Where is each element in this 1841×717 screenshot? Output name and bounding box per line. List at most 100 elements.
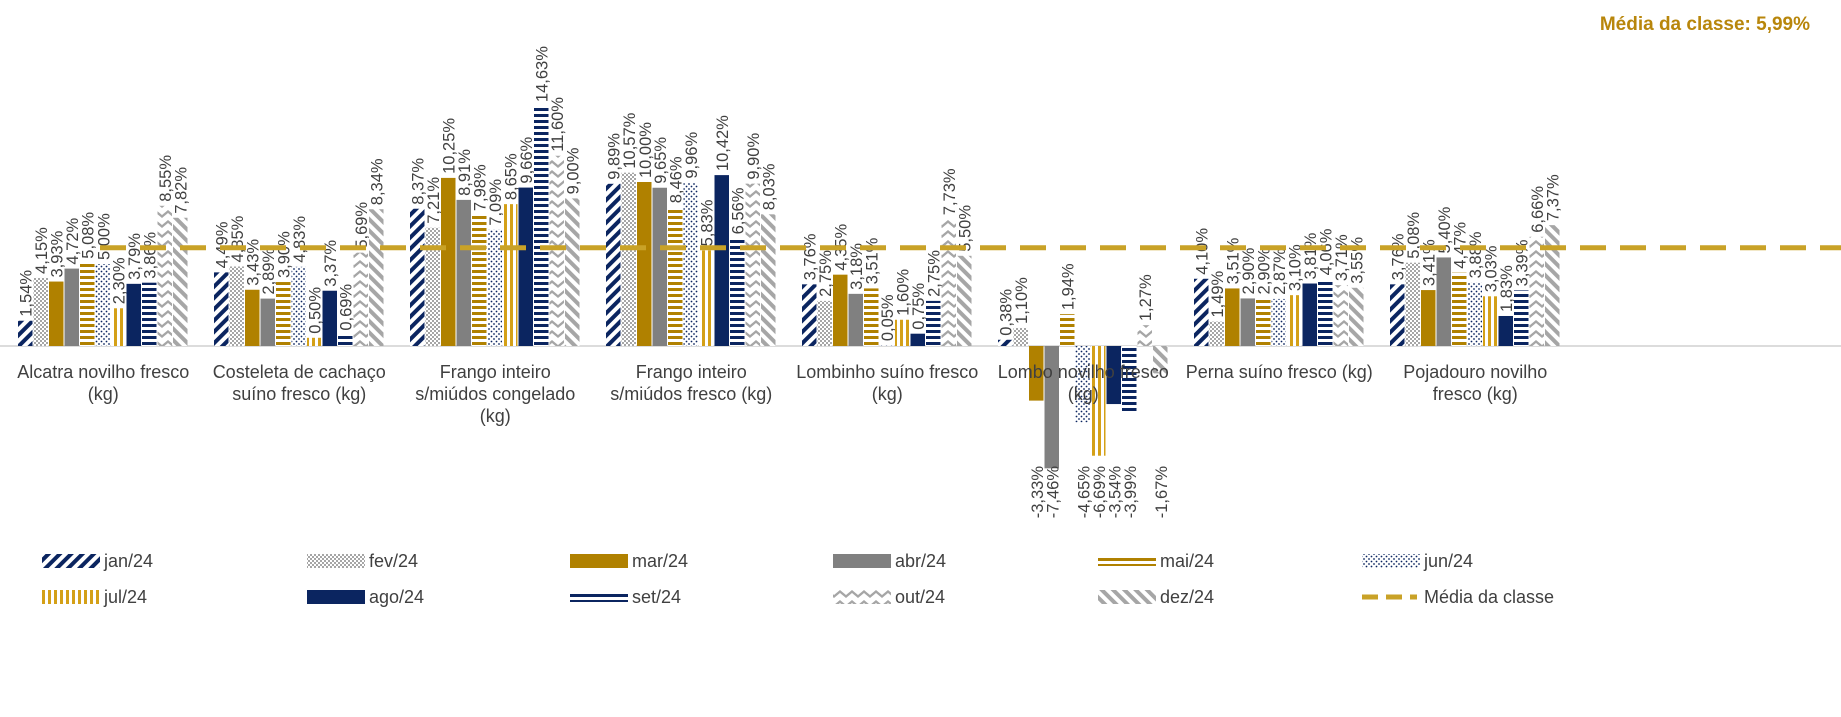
data-label-out-24-cat-4: 7,73%	[941, 168, 959, 215]
data-label-ago-24-cat-0: 3,79%	[126, 233, 144, 280]
bar-jul-24-cat-7	[1483, 296, 1498, 346]
bar-dez-24-cat-0	[173, 217, 188, 346]
category-label-5: Lombo novilho fresco (kg)	[998, 362, 1169, 404]
category-label-line: s/miúdos congelado	[415, 384, 575, 404]
bar-dez-24-cat-7	[1545, 225, 1560, 346]
data-label-set-24-cat-2: 14,63%	[534, 46, 552, 102]
bar-dez-24-cat-2	[565, 198, 580, 346]
average-label: Média da classe: 5,99%	[1599, 14, 1810, 35]
data-label-out-24-cat-7: 6,66%	[1529, 186, 1547, 233]
legend-swatch-mar-24	[570, 554, 628, 568]
bar-jun-24-cat-2	[487, 229, 502, 346]
bar-out-24-cat-0	[157, 205, 172, 346]
bar-jan-24-cat-6	[1194, 278, 1209, 346]
legend-label-jan-24: jan/24	[103, 551, 153, 571]
category-label-line: Costeleta de cachaço	[213, 362, 386, 382]
data-label-ago-24-cat-4: 0,75%	[910, 283, 928, 330]
bar-out-24-cat-1	[353, 252, 368, 346]
bar-dez-24-cat-6	[1349, 287, 1364, 346]
data-label-abr-24-cat-2: 8,91%	[456, 149, 474, 196]
bar-ago-24-cat-6	[1302, 283, 1317, 346]
bar-jan-24-cat-4	[802, 284, 817, 346]
bar-ago-24-cat-2	[518, 187, 533, 346]
bar-mai-24-cat-1	[276, 282, 291, 346]
bar-ago-24-cat-3	[714, 175, 729, 346]
bar-set-24-cat-2	[534, 106, 549, 347]
category-label-line: Lombo novilho fresco	[998, 362, 1169, 382]
bar-mar-24-cat-7	[1421, 290, 1436, 346]
bar-jun-24-cat-7	[1467, 282, 1482, 346]
legend-swatch-abr-24	[833, 554, 891, 568]
data-label-mai-24-cat-7: 4,47%	[1452, 222, 1470, 269]
data-label-jul-24-cat-6: 3,10%	[1287, 244, 1305, 291]
bar-jan-24-cat-5	[998, 339, 1013, 346]
category-label-6: Perna suíno fresco (kg)	[1186, 362, 1373, 382]
legend-label-jul-24: jul/24	[103, 587, 147, 607]
bar-jul-24-cat-6	[1287, 295, 1302, 346]
legend-swatch-jan-24	[42, 554, 100, 568]
legend-label-fev-24: fev/24	[369, 551, 418, 571]
data-label-fev-24-cat-1: 4,85%	[229, 215, 247, 262]
data-label-mai-24-cat-0: 5,08%	[80, 212, 98, 259]
bar-set-24-cat-5	[1122, 346, 1137, 412]
data-label-mar-24-cat-7: 3,41%	[1421, 239, 1439, 286]
bar-mai-24-cat-6	[1256, 298, 1271, 346]
bar-jan-24-cat-2	[410, 208, 425, 346]
category-label-line: Lombinho suíno fresco	[796, 362, 978, 382]
category-label-line: (kg)	[1068, 384, 1099, 404]
data-label-jun-24-cat-2: 7,09%	[487, 179, 505, 226]
bar-abr-24-cat-7	[1436, 257, 1451, 346]
data-label-dez-24-cat-1: 8,34%	[369, 158, 387, 205]
category-label-1: Costeleta de cachaço suíno fresco (kg)	[213, 362, 386, 404]
data-label-dez-24-cat-2: 9,00%	[565, 147, 583, 194]
data-label-fev-24-cat-0: 4,15%	[33, 227, 51, 274]
data-label-abr-24-cat-3: 9,65%	[652, 137, 670, 184]
data-label-jun-24-cat-4: 0,05%	[879, 294, 897, 341]
bar-abr-24-cat-2	[456, 199, 471, 346]
bar-set-24-cat-1	[338, 334, 353, 346]
bar-out-24-cat-2	[549, 155, 564, 346]
data-label-dez-24-cat-6: 3,55%	[1349, 237, 1367, 284]
data-label-ago-24-cat-3: 10,42%	[714, 115, 732, 171]
data-label-fev-24-cat-5: 1,10%	[1013, 277, 1031, 324]
bar-jun-24-cat-6	[1271, 298, 1286, 346]
bar-mar-24-cat-6	[1225, 288, 1240, 346]
bar-set-24-cat-3	[730, 238, 745, 346]
data-label-abr-24-cat-4: 3,18%	[848, 243, 866, 290]
data-label-mai-24-cat-6: 2,90%	[1256, 247, 1274, 294]
data-label-jul-24-cat-7: 3,03%	[1483, 245, 1501, 292]
bar-fev-24-cat-3	[621, 172, 636, 346]
category-label-line: (kg)	[480, 406, 511, 426]
data-label-jan-24-cat-1: 4,49%	[214, 221, 232, 268]
bar-jan-24-cat-1	[214, 272, 229, 346]
data-label-jan-24-cat-4: 3,76%	[802, 233, 820, 280]
bar-abr-24-cat-1	[260, 298, 275, 346]
bar-abr-24-cat-4	[848, 293, 863, 346]
bar-mai-24-cat-7	[1452, 272, 1467, 346]
bar-mai-24-cat-2	[472, 215, 487, 346]
bar-mar-24-cat-3	[637, 182, 652, 346]
legend-swatch-ago-24	[307, 590, 365, 604]
data-label-ago-24-cat-5: -3,54%	[1106, 466, 1124, 519]
data-label-set-24-cat-5: -3,99%	[1122, 466, 1140, 519]
data-label-out-24-cat-1: 5,69%	[353, 202, 371, 249]
data-label-set-24-cat-4: 2,75%	[926, 250, 944, 297]
data-label-jan-24-cat-0: 1,54%	[18, 270, 36, 317]
bar-mai-24-cat-3	[668, 207, 683, 346]
legend-label-out-24: out/24	[895, 587, 945, 607]
data-label-mar-24-cat-0: 3,93%	[49, 230, 67, 277]
bar-fev-24-cat-6	[1209, 321, 1224, 346]
bar-jun-24-cat-5	[1075, 346, 1090, 423]
legend-swatch-jun-24	[1362, 554, 1420, 568]
bar-dez-24-cat-1	[369, 209, 384, 346]
bar-ago-24-cat-0	[126, 283, 141, 346]
bar-mar-24-cat-0	[49, 281, 64, 346]
data-label-mai-24-cat-2: 7,98%	[472, 164, 490, 211]
data-label-dez-24-cat-4: 5,50%	[957, 205, 975, 252]
legend-label-média-da-classe: Média da classe	[1424, 587, 1554, 607]
category-label-4: Lombinho suíno fresco (kg)	[796, 362, 978, 404]
bar-ago-24-cat-5	[1106, 346, 1121, 405]
data-label-mar-24-cat-3: 10,00%	[637, 122, 655, 178]
